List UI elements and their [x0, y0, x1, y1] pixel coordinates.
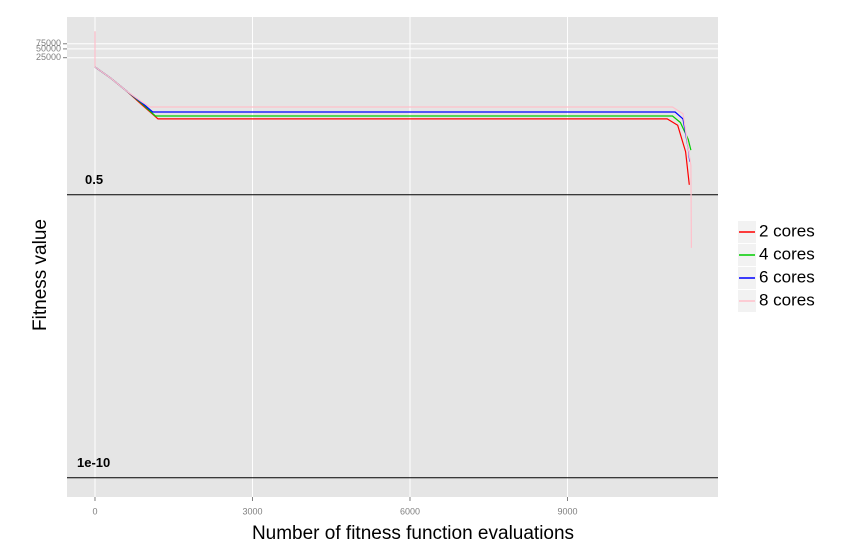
x-tick-label: 6000: [400, 506, 420, 516]
x-tick-label: 9000: [557, 506, 577, 516]
legend-label: 4 cores: [759, 244, 815, 263]
panel: [67, 17, 718, 497]
y-tick-label: 25000: [36, 52, 61, 62]
x-axis-label: Number of fitness function evaluations: [252, 523, 574, 544]
reference-label: 1e-10: [77, 455, 110, 470]
legend-label: 6 cores: [759, 267, 815, 286]
x-tick-label: 0: [92, 506, 97, 516]
y-axis-label: Fitness value: [30, 219, 51, 331]
x-tick-label: 3000: [242, 506, 262, 516]
legend-label: 8 cores: [759, 290, 815, 309]
reference-label: 0.5: [85, 172, 103, 187]
y-tick-label: 75000: [36, 38, 61, 48]
y-tick-label: 50000: [36, 43, 61, 53]
legend-label: 2 cores: [759, 221, 815, 240]
series-line: [94, 31, 692, 248]
